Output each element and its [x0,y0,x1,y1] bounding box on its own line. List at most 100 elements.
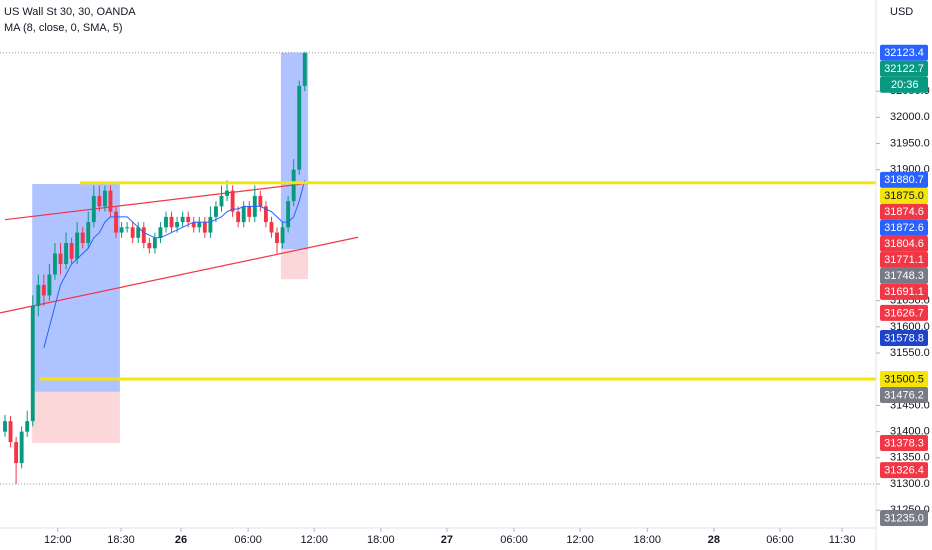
price-tag-label: 31378.3 [884,437,924,449]
price-tag [880,44,928,61]
y-tick-label: 31350.0 [890,452,930,464]
price-tag-label: 31748.3 [884,270,924,282]
price-tag [880,510,928,527]
candle-body [258,195,263,207]
candle-body [180,216,185,223]
candle-body [75,232,80,259]
candle-body [69,243,74,259]
price-tag [880,386,928,403]
y-tick-label: 31600.0 [890,321,930,333]
candle-body [14,442,19,464]
candle-body [25,421,30,432]
price-tag [880,203,928,220]
price-tag-label: 31771.1 [884,254,924,266]
candle-body [36,284,41,306]
candle-body [191,222,196,228]
x-tick-label: 06:00 [234,534,262,546]
price-tag [880,219,928,236]
price-tag-label: 31804.6 [884,238,924,250]
price-tag [880,434,928,451]
candle-body [164,216,168,228]
x-tick-label: 27 [441,534,453,546]
y-tick-label: 31550.0 [890,347,930,359]
chart-title: US Wall St 30, 30, OANDA [4,6,136,18]
x-tick-label: 18:30 [107,534,135,546]
candle-body [202,222,207,233]
x-tick-label: 06:00 [500,534,528,546]
currency-label: USD [890,6,913,18]
price-tag-label: 31691.1 [884,286,924,298]
price-tag-label: 31626.7 [884,307,924,319]
price-tag [880,171,928,188]
candle-body [102,190,107,207]
candle-body [230,190,235,212]
candle-body [175,222,180,228]
price-tag-label: 31326.4 [884,465,924,477]
candle-body [136,227,141,238]
candle-body [275,232,279,244]
x-tick-label: 12:00 [300,534,328,546]
target-zone [32,184,120,392]
price-tag-label: 32123.4 [884,47,924,59]
candle-body [247,206,252,217]
price-tag-label: 31235.0 [884,512,924,524]
price-tag [880,267,928,284]
price-tag [880,251,928,268]
y-tick-label: 31950.0 [890,137,930,149]
price-tag-label: 31872.6 [884,222,924,234]
x-tick-label: 11:30 [829,534,856,546]
price-tag-label: 31500.5 [884,373,924,385]
candle-body [225,190,229,196]
y-tick-label: 31400.0 [890,426,930,438]
candle-body [147,243,152,249]
candle-body [186,216,191,223]
trendline [0,236,359,314]
indicator-label: MA (8, close, 0, SMA, 5) [4,22,123,34]
candle-body [19,431,24,464]
ma-line [43,180,306,348]
candle-body [236,211,241,223]
candle-body [97,195,102,207]
candle-body [291,169,296,202]
y-tick-label: 32000.0 [890,111,930,123]
y-tick-label: 31300.0 [890,478,930,490]
candle-body [80,232,85,244]
countdown-tag [880,76,928,93]
price-tag [880,60,928,77]
candle-body [41,284,46,296]
candle-body [47,274,52,296]
candle-body [130,227,135,238]
x-tick-label: 06:00 [766,534,794,546]
x-tick-label: 12:00 [566,534,594,546]
price-tag [880,370,928,387]
candle-body [86,222,91,244]
candle-body [208,216,213,233]
candle-body [3,421,7,432]
candle-body [286,201,291,228]
candle-body [114,211,118,233]
price-tag-label: 31874.6 [884,206,924,218]
candle-body [219,195,224,207]
price-tag-label: 32122.7 [884,63,924,75]
candle-body [30,305,35,422]
candle-body [297,85,302,170]
x-tick-label: 28 [708,534,720,546]
candle-body [302,53,307,86]
x-tick-label: 18:00 [634,534,662,546]
plot-area [0,51,876,485]
trendline [4,182,311,221]
price-tag-label: 31880.7 [884,174,924,186]
candle-body [263,206,268,223]
price-tag [880,235,928,252]
stop-zone [32,391,120,443]
x-tick-label: 18:00 [367,534,395,546]
x-tick-label: 12:00 [44,534,72,546]
candle-body [241,206,246,223]
candle-body [269,222,274,233]
candle-body [214,206,218,217]
price-tag-label: 31476.2 [884,389,924,401]
candle-body [169,216,174,228]
